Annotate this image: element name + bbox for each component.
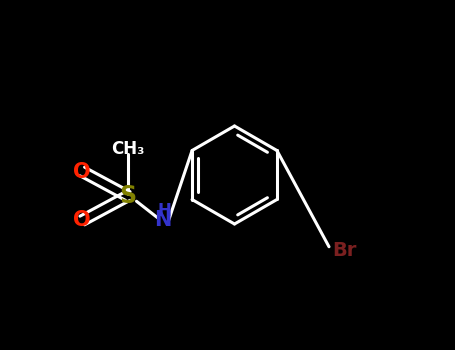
Text: O: O bbox=[73, 210, 91, 231]
Text: CH₃: CH₃ bbox=[111, 140, 144, 158]
Text: S: S bbox=[119, 184, 136, 208]
Text: N: N bbox=[154, 210, 172, 231]
Text: O: O bbox=[73, 161, 91, 182]
Text: H: H bbox=[157, 202, 172, 220]
Text: Br: Br bbox=[333, 241, 357, 260]
